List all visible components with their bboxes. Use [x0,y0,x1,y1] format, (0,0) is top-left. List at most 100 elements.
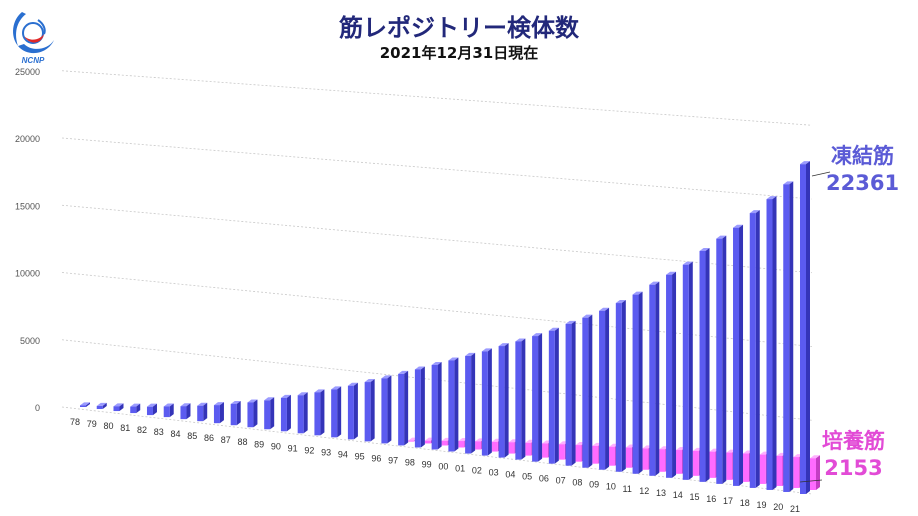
bar-frozen-top [565,320,576,324]
bar-frozen-side [806,161,810,495]
gridline [61,204,813,274]
x-tick-label: 14 [673,490,683,500]
bar-frozen-side [219,402,224,424]
bar-frozen-top [163,403,174,407]
x-tick-label: 15 [690,492,700,502]
x-tick-label: 11 [623,484,632,494]
bar-frozen-top [414,366,425,370]
bar-cultured [558,444,565,460]
bar-frozen-top [582,314,593,318]
x-tick-label: 82 [137,425,147,435]
x-tick-label: 07 [556,476,566,486]
bar-frozen [96,405,103,410]
bar-frozen-top [699,247,710,251]
gridline [61,137,813,200]
bar-frozen-top [448,357,459,361]
bar-cultured [542,443,549,458]
bar-frozen-side [353,382,358,440]
cultured-series-label: 培養筋 2153 [822,428,885,482]
bar-frozen-top [381,375,392,379]
bar-frozen [347,385,354,440]
bar-cultured [592,445,599,464]
bar-frozen-top [749,210,760,214]
bar-frozen [783,184,790,492]
y-tick-label: 25000 [15,67,40,77]
bar-frozen-top [213,402,224,406]
bar-frozen [414,369,421,448]
cultured-leader-line [799,479,823,483]
cultured-series-total: 2153 [824,456,883,480]
bar-cultured [676,450,683,474]
bar-frozen-top [96,402,107,406]
bar-cultured [659,449,666,472]
bar-cultured-top [810,455,820,459]
bar-frozen-top [649,281,660,285]
bar-frozen-top [783,181,794,185]
bar-frozen-side [638,291,643,474]
bar-frozen [398,373,405,446]
bar-frozen-side [203,402,208,422]
bar-frozen-top [80,402,90,406]
bar-frozen [297,395,304,434]
bar-frozen-side [588,314,593,468]
bar-frozen [364,382,371,442]
bar-frozen-top [364,379,375,383]
x-tick-label: 97 [388,455,398,465]
bar-frozen-side [471,352,476,454]
y-tick-label: 5000 [20,336,40,346]
bar-frozen-top [247,399,258,403]
bar-cultured [525,442,532,456]
bar-frozen [615,303,622,472]
bar-frozen [213,405,220,424]
bar-cultured [743,453,750,482]
bar-cultured [424,440,431,444]
bar-frozen-side [152,403,157,416]
bar-frozen-top [615,300,626,304]
bar-frozen-top [599,307,610,311]
x-tick-label: 91 [288,443,298,453]
bar-frozen-side [554,327,559,464]
bar-frozen [264,400,271,430]
x-tick-label: 98 [405,457,415,467]
bar-cultured [475,441,482,450]
bar-frozen-side [789,181,794,492]
x-tick-label: 21 [790,504,800,514]
bar-frozen-top [197,402,208,406]
bar-frozen-side [169,403,174,418]
y-tick-label: 20000 [15,134,40,144]
bar-frozen [666,274,673,478]
bar-frozen [180,406,187,420]
bar-cultured [759,454,766,484]
bar-frozen-top [548,327,559,331]
bar-frozen-side [772,196,777,490]
bar-frozen [280,397,287,432]
bar-frozen-top [431,361,442,365]
x-tick-label: 10 [606,482,616,492]
x-tick-label: 04 [505,470,515,480]
x-tick-label: 87 [221,435,231,445]
bar-frozen-side [538,333,543,462]
bar-frozen-side [136,403,141,414]
bar-frozen-side [102,402,107,410]
bar-frozen-side [688,261,693,480]
bar-frozen [682,264,689,480]
bar-frozen-top [146,403,157,407]
bar-frozen [230,403,237,426]
bar-cultured [810,458,816,490]
bar-frozen-side [437,361,442,450]
bar-frozen-side [253,399,258,428]
bar-frozen-side [605,307,610,470]
logo-text: NCNP [22,56,45,65]
frozen-series-name: 凍結筋 [831,144,895,168]
bar-frozen-top [130,403,141,407]
bar-frozen [716,238,723,484]
bar-frozen [548,330,555,464]
bar-frozen [163,406,170,418]
bar-frozen-side [621,300,626,472]
bar-frozen [465,355,472,454]
bar-frozen-side [722,235,727,484]
bar-frozen-top [297,392,308,396]
bar-frozen-side [521,338,526,460]
y-tick-label: 0 [35,403,40,413]
